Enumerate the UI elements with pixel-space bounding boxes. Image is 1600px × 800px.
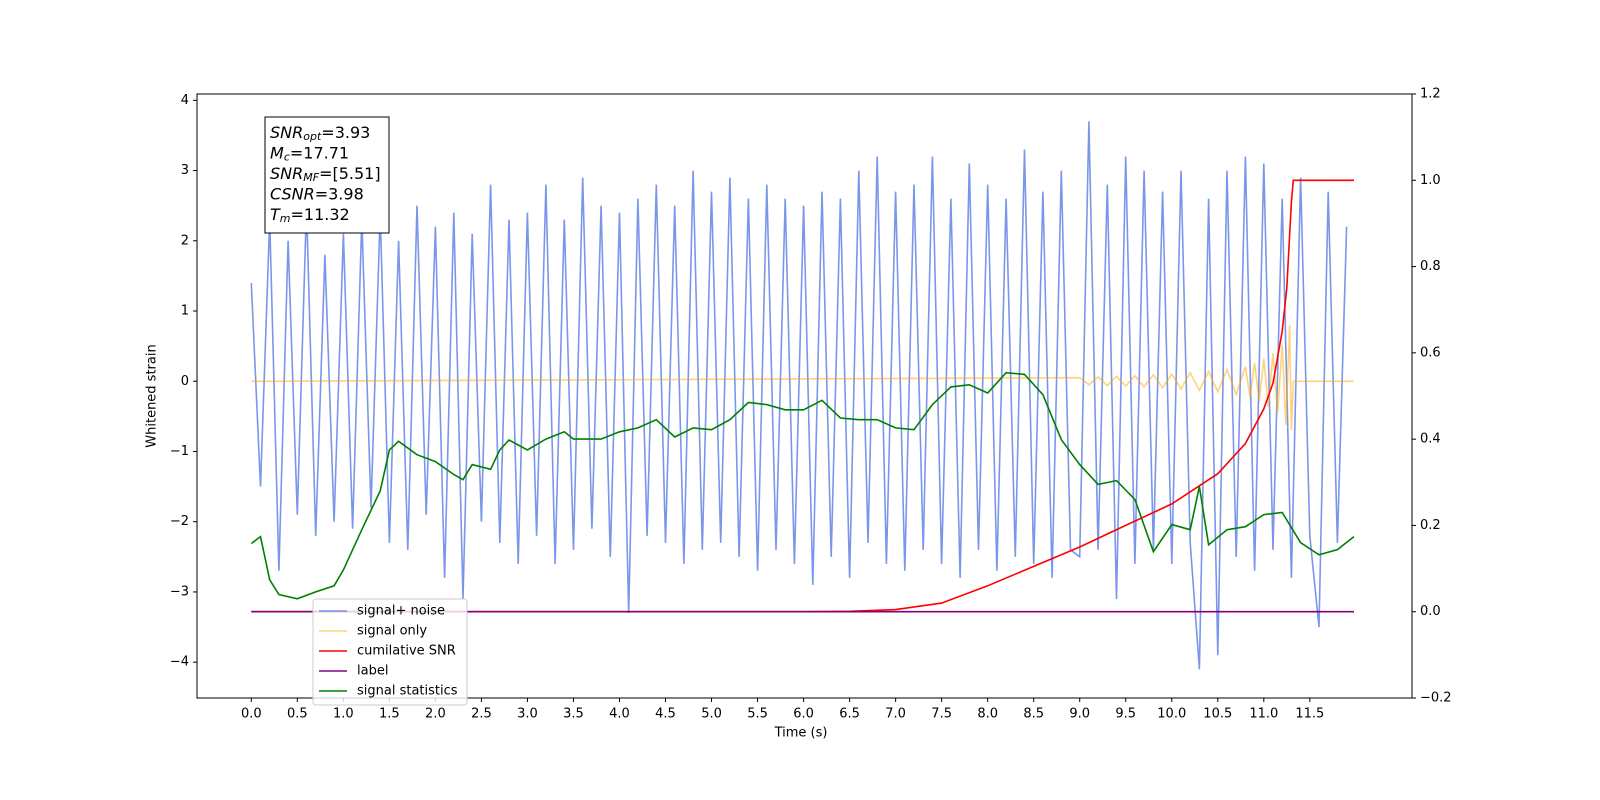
y2-tick-label: 1.0 — [1420, 173, 1441, 188]
annotation-line: CSNR=3.98 — [270, 184, 364, 203]
y2-tick-label: 1.2 — [1420, 87, 1441, 102]
annotation-symbol: T — [270, 205, 281, 224]
x-tick-label: 8.0 — [977, 707, 998, 722]
x-tick-label: 9.5 — [1115, 707, 1136, 722]
x-tick-label: 3.0 — [517, 707, 538, 722]
y-tick-label: −4 — [170, 655, 189, 670]
y-tick-label: 0 — [181, 374, 189, 389]
y-tick-label: 1 — [181, 304, 189, 319]
annotation-subscript: opt — [303, 130, 322, 143]
annotation-line: Tm=11.32 — [270, 205, 350, 226]
annotation-value: =3.93 — [321, 123, 370, 142]
y2-tick-label: 0.2 — [1420, 518, 1441, 533]
legend-label: signal only — [357, 624, 427, 639]
annotation-line: Mc=17.71 — [270, 143, 349, 164]
annotation-subscript: MF — [303, 171, 319, 184]
y2-tick-label: 0.6 — [1420, 345, 1441, 360]
y-tick-label: −3 — [170, 584, 189, 599]
y2-tick-label: 0.4 — [1420, 432, 1441, 447]
annotation-symbol: SNR — [270, 164, 303, 183]
x-axis-label: Time (s) — [774, 726, 828, 741]
x-tick-label: 8.5 — [1023, 707, 1044, 722]
x-tick-label: 1.5 — [379, 707, 400, 722]
x-tick-label: 10.5 — [1203, 707, 1232, 722]
x-tick-label: 11.0 — [1249, 707, 1278, 722]
legend-label: signal statistics — [357, 684, 458, 699]
x-tick-label: 4.0 — [609, 707, 630, 722]
x-tick-label: 0.5 — [287, 707, 308, 722]
annotation-subscript: c — [284, 151, 290, 164]
series-line — [250, 371, 1355, 600]
x-tick-label: 5.0 — [701, 707, 722, 722]
x-tick-label: 1.0 — [333, 707, 354, 722]
annotation-symbol: SNR — [270, 123, 303, 142]
series-line — [251, 179, 1354, 613]
legend: signal+ noise signal only cumilative SNR la… — [312, 598, 468, 706]
annotation-subscript: m — [280, 212, 291, 225]
annotation-value: =11.32 — [291, 205, 350, 224]
legend-frame — [312, 598, 468, 706]
annotation-line: SNRopt=3.93 — [270, 123, 370, 144]
annotation-value: =17.71 — [290, 143, 349, 162]
y2-tick-label: 0.0 — [1420, 604, 1441, 619]
y-tick-label: −2 — [170, 514, 189, 529]
x-tick-label: 7.0 — [885, 707, 906, 722]
x-tick-label: 11.5 — [1295, 707, 1324, 722]
x-tick-label: 2.5 — [471, 707, 492, 722]
annotation-symbol: M — [270, 143, 284, 162]
legend-label: signal+ noise — [357, 604, 445, 619]
x-tick-label: 5.5 — [747, 707, 768, 722]
y-axis-label: Whitened strain — [145, 344, 160, 447]
plot-frame — [196, 93, 1413, 699]
annotation-value: =3.98 — [315, 184, 364, 203]
x-tick-label: 6.0 — [793, 707, 814, 722]
y-tick-label: 4 — [181, 93, 189, 108]
x-tick-label: 4.5 — [655, 707, 676, 722]
annotation-symbol: CSNR — [270, 184, 315, 203]
annotation-box: SNRopt=3.93Mc=17.71SNRMF=[5.51]CSNR=3.98… — [264, 116, 390, 234]
annotation-frame — [264, 116, 390, 234]
y2-tick-label: 0.8 — [1420, 259, 1441, 274]
series-line — [250, 121, 1348, 670]
y-tick-label: −1 — [170, 444, 189, 459]
legend-label: cumilative SNR — [357, 644, 456, 659]
x-tick-label: 2.0 — [425, 707, 446, 722]
annotation-line: SNRMF=[5.51] — [270, 164, 381, 185]
x-tick-label: 0.0 — [241, 707, 262, 722]
legend-label: label — [357, 664, 388, 679]
annotation-value: =[5.51] — [319, 164, 381, 183]
x-tick-label: 6.5 — [839, 707, 860, 722]
x-tick-label: 3.5 — [563, 707, 584, 722]
y-tick-label: 2 — [181, 233, 189, 248]
y2-tick-label: −0.2 — [1420, 691, 1452, 706]
x-tick-label: 10.0 — [1157, 707, 1186, 722]
x-tick-label: 9.0 — [1069, 707, 1090, 722]
y-tick-label: 3 — [181, 163, 189, 178]
x-tick-label: 7.5 — [931, 707, 952, 722]
series-line — [251, 325, 1354, 431]
